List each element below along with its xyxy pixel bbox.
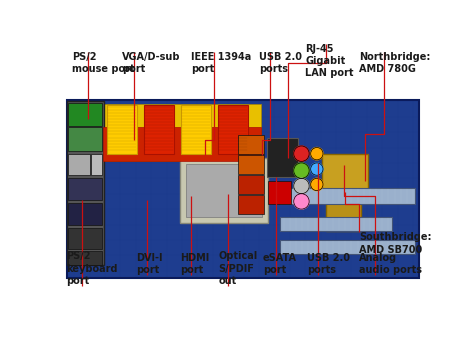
Bar (66, 100, 419, 278)
Bar (68, 127, 102, 151)
Bar (218, 105, 248, 154)
Text: IEEE 1394a
port: IEEE 1394a port (191, 52, 252, 74)
Bar (68, 203, 102, 224)
Bar (280, 188, 415, 204)
Text: PS/2
mouse port: PS/2 mouse port (72, 52, 135, 74)
Text: HDMI
port: HDMI port (180, 253, 209, 275)
Bar (237, 195, 264, 214)
Bar (103, 103, 261, 162)
Text: eSATA
port: eSATA port (263, 253, 297, 275)
Bar (144, 105, 174, 154)
Bar (107, 105, 137, 154)
Circle shape (294, 178, 309, 194)
Text: Optical
S/PDIF
out: Optical S/PDIF out (219, 251, 257, 286)
Text: Northbridge:
AMD 780G: Northbridge: AMD 780G (359, 52, 430, 74)
Bar (180, 158, 268, 223)
Bar (237, 155, 264, 174)
Bar (322, 154, 368, 194)
Bar (68, 103, 102, 126)
Text: DVI-I
port: DVI-I port (136, 253, 163, 275)
Bar (186, 164, 262, 217)
Bar (237, 135, 264, 154)
Text: USB 2.0
ports: USB 2.0 ports (307, 253, 350, 275)
Bar (237, 175, 264, 194)
Text: PS/2
keyboard
port: PS/2 keyboard port (66, 251, 118, 286)
Circle shape (310, 163, 323, 175)
Bar (280, 240, 415, 254)
Circle shape (294, 194, 309, 209)
Circle shape (294, 163, 309, 178)
Bar (91, 154, 102, 175)
Bar (103, 127, 261, 162)
Text: Southbridge:
AMD SB700: Southbridge: AMD SB700 (359, 232, 432, 254)
Bar (181, 105, 211, 154)
Bar (267, 138, 298, 177)
Circle shape (310, 147, 323, 160)
Bar (268, 181, 292, 204)
Bar (280, 217, 392, 231)
Bar (66, 101, 103, 265)
Text: RJ-45
Gigabit
LAN port: RJ-45 Gigabit LAN port (305, 44, 354, 78)
Circle shape (310, 178, 323, 191)
Bar (326, 197, 361, 231)
Text: Analog
audio ports: Analog audio ports (359, 253, 422, 275)
Bar (68, 154, 90, 175)
Bar (68, 228, 102, 249)
Bar (68, 178, 102, 200)
Circle shape (294, 146, 309, 162)
Bar (68, 251, 102, 265)
Text: USB 2.0
ports: USB 2.0 ports (259, 52, 302, 74)
Text: VGA/D-sub
port: VGA/D-sub port (122, 52, 181, 74)
